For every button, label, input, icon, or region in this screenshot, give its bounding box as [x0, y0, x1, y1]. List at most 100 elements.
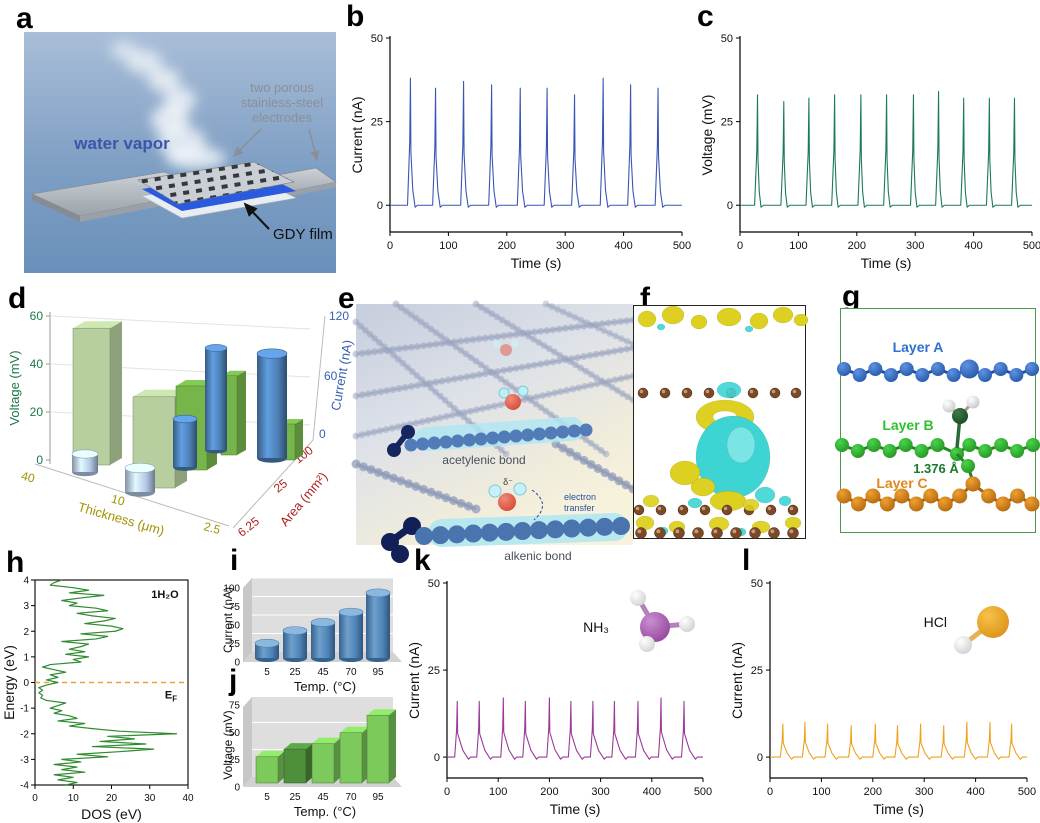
svg-text:25: 25	[721, 117, 733, 129]
svg-text:4: 4	[23, 576, 29, 587]
svg-text:0: 0	[377, 200, 383, 212]
svg-text:Voltage (mV): Voltage (mV)	[7, 350, 22, 425]
svg-text:40: 40	[182, 793, 194, 804]
svg-text:45: 45	[317, 792, 329, 803]
electron-transfer-label-1: electron	[564, 492, 596, 502]
svg-text:300: 300	[556, 240, 574, 252]
svg-text:0: 0	[727, 200, 733, 212]
svg-text:-2: -2	[20, 729, 29, 740]
svg-text:Time (s): Time (s)	[511, 255, 562, 271]
electrodes-label-3: electrodes	[252, 110, 312, 125]
svg-text:400: 400	[966, 786, 984, 798]
svg-text:DOS (eV): DOS (eV)	[81, 806, 142, 822]
svg-text:1: 1	[23, 652, 29, 663]
svg-text:500: 500	[673, 240, 691, 252]
svg-text:400: 400	[964, 240, 982, 252]
svg-text:-3: -3	[20, 755, 29, 766]
svg-text:25: 25	[229, 639, 241, 650]
svg-text:EF: EF	[165, 690, 177, 704]
svg-text:500: 500	[1018, 786, 1036, 798]
svg-text:Time (s): Time (s)	[873, 801, 924, 817]
svg-text:HCl: HCl	[924, 614, 947, 630]
alkenic-bond-label: alkenic bond	[504, 549, 571, 563]
svg-text:50: 50	[371, 33, 383, 45]
svg-text:300: 300	[915, 786, 933, 798]
svg-text:25: 25	[371, 117, 383, 129]
svg-text:1H₂O: 1H₂O	[151, 589, 179, 601]
acetylenic-bond-label: acetylenic bond	[442, 453, 525, 467]
panel-label-d: d	[8, 282, 27, 315]
water-vapor-plume	[110, 41, 226, 169]
svg-text:10: 10	[110, 492, 127, 509]
electron-transfer-label-2: transfer	[564, 503, 595, 513]
svg-text:6.25: 6.25	[235, 514, 262, 540]
svg-text:3: 3	[23, 601, 29, 612]
svg-text:2: 2	[23, 627, 29, 638]
svg-text:Temp. (°C): Temp. (°C)	[294, 679, 356, 694]
svg-text:95: 95	[372, 667, 384, 678]
svg-text:120: 120	[329, 309, 349, 323]
svg-text:0: 0	[234, 658, 240, 669]
panel-label-k: k	[414, 544, 431, 577]
svg-text:-1: -1	[20, 704, 29, 715]
svg-text:25: 25	[289, 792, 301, 803]
svg-text:0: 0	[757, 752, 763, 764]
panel-j-voltage-bars: 0 25 50 75 5 25 45 70 95 Temp. (°C) Voltage (mV)	[221, 694, 402, 819]
svg-text:0: 0	[434, 752, 440, 764]
svg-text:2.5: 2.5	[202, 519, 222, 537]
svg-text:95: 95	[372, 792, 384, 803]
svg-text:70: 70	[345, 667, 357, 678]
panel-label-g: g	[842, 280, 861, 313]
panel-label-c: c	[697, 0, 714, 33]
svg-text:500: 500	[694, 786, 712, 798]
bond-length-label: 1.376 Å	[913, 461, 959, 476]
svg-text:0: 0	[36, 453, 43, 467]
panel-label-f: f	[640, 282, 650, 315]
isosurface-art	[633, 305, 809, 539]
svg-text:60: 60	[30, 309, 44, 323]
svg-text:75: 75	[229, 602, 241, 613]
left-electrode-edge	[32, 194, 80, 222]
svg-text:-4: -4	[20, 781, 29, 792]
svg-text:300: 300	[591, 786, 609, 798]
svg-text:25: 25	[428, 665, 440, 677]
svg-text:40: 40	[30, 357, 44, 371]
panel-label-e: e	[338, 282, 355, 315]
svg-text:30: 30	[144, 793, 156, 804]
layer-c-label: Layer C	[876, 475, 927, 491]
panel-label-j: j	[229, 664, 238, 697]
svg-text:Current (nA): Current (nA)	[221, 587, 235, 653]
svg-text:10: 10	[68, 793, 80, 804]
svg-text:25: 25	[271, 476, 290, 495]
gdy-mechanism-illustration: acetylenic bond δ⁻ electron transfer alk…	[351, 300, 638, 563]
panel-label-b: b	[346, 0, 365, 33]
layer-b-label: Layer B	[882, 417, 933, 433]
device-schematic: water vapor two porous stainless-steel e…	[24, 32, 337, 273]
svg-text:400: 400	[614, 240, 632, 252]
svg-text:25: 25	[751, 665, 763, 677]
electrode-arrow-1	[232, 128, 262, 158]
panel-label-a: a	[16, 2, 33, 35]
svg-text:100: 100	[489, 786, 507, 798]
svg-text:20: 20	[106, 793, 118, 804]
svg-text:100: 100	[439, 240, 457, 252]
svg-text:Current (nA): Current (nA)	[729, 642, 745, 719]
gdy-network-art	[351, 300, 638, 563]
svg-text:Current (nA): Current (nA)	[349, 96, 365, 173]
panel-label-l: l	[742, 544, 751, 577]
svg-text:400: 400	[643, 786, 661, 798]
layer-chains-art	[835, 359, 1040, 512]
svg-text:20: 20	[30, 405, 44, 419]
svg-text:200: 200	[864, 786, 882, 798]
svg-text:70: 70	[345, 792, 357, 803]
svg-text:Area (mm²): Area (mm²)	[277, 469, 331, 529]
svg-text:0: 0	[737, 240, 743, 252]
panel-label-h: h	[6, 546, 25, 579]
svg-text:50: 50	[428, 578, 440, 590]
